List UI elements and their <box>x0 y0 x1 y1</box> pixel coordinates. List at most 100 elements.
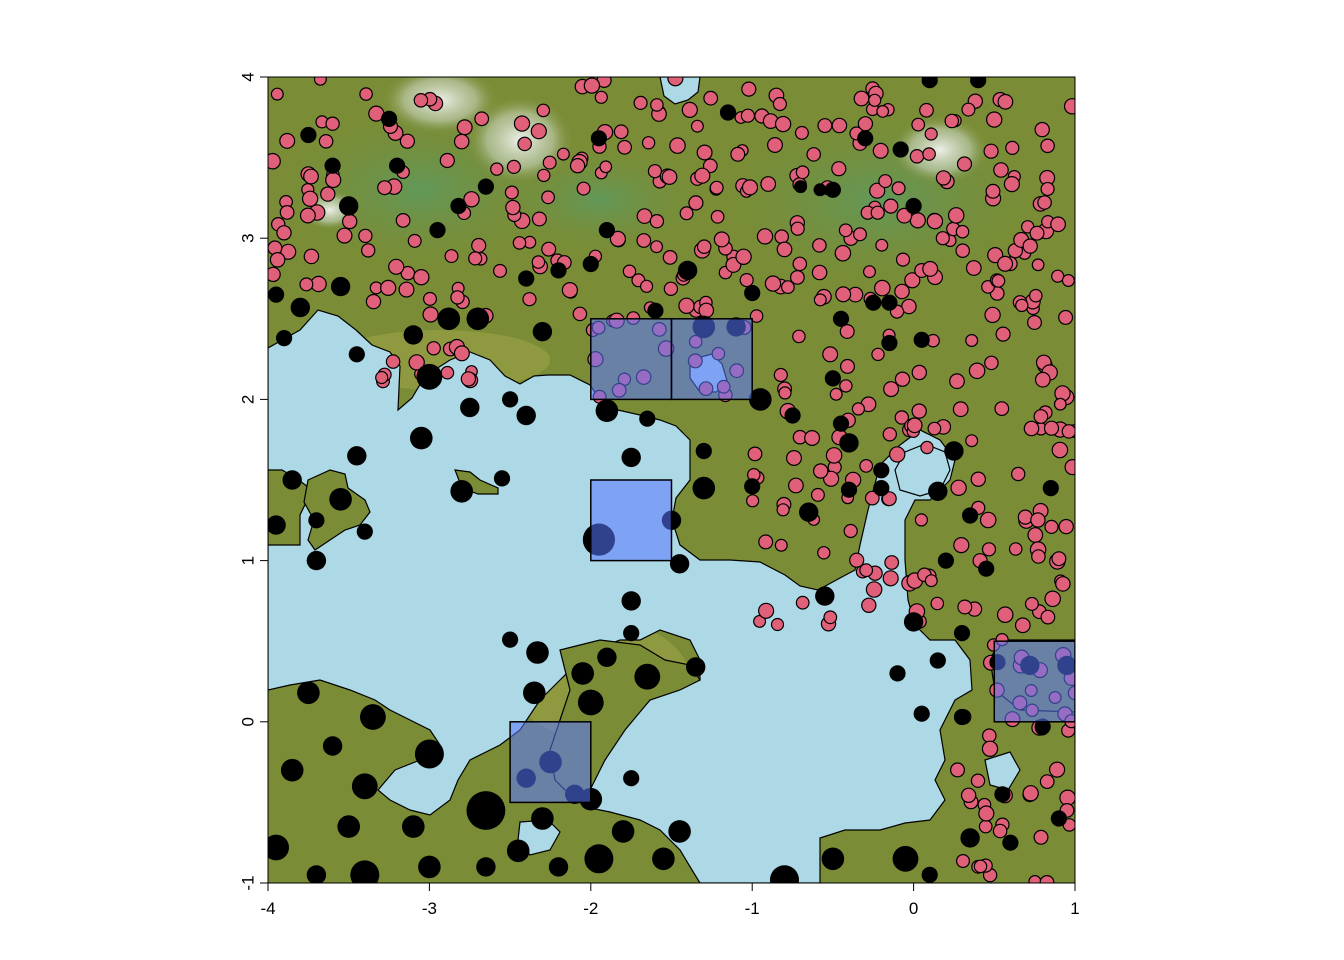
red-point <box>1061 424 1075 439</box>
black-point <box>590 130 608 147</box>
black-point <box>450 480 474 503</box>
black-point <box>621 447 641 468</box>
black-point <box>832 415 850 432</box>
red-point <box>965 434 979 448</box>
red-point <box>650 240 664 254</box>
red-point <box>1005 140 1020 155</box>
red-point <box>992 823 1008 839</box>
red-point <box>851 402 866 416</box>
red-point <box>688 195 704 211</box>
red-point <box>1055 576 1071 592</box>
red-point <box>1022 238 1038 254</box>
black-point <box>577 689 604 716</box>
red-point <box>883 381 900 398</box>
red-point <box>1011 466 1026 482</box>
red-point <box>522 292 537 307</box>
red-point <box>993 162 1009 178</box>
red-point <box>1022 785 1039 802</box>
black-point <box>669 554 690 574</box>
red-point <box>1030 512 1046 528</box>
black-point <box>502 631 519 648</box>
black-point <box>532 322 553 342</box>
black-point <box>416 363 443 390</box>
red-point <box>460 371 477 387</box>
red-point <box>741 81 757 97</box>
red-point <box>745 494 760 508</box>
black-point <box>347 446 367 466</box>
red-point <box>776 503 790 517</box>
query-box <box>509 721 592 804</box>
red-point <box>795 165 810 180</box>
x-tick-label: 0 <box>909 899 918 918</box>
red-point <box>831 117 848 134</box>
red-point <box>859 459 874 473</box>
black-point <box>770 865 799 883</box>
black-point <box>692 476 716 500</box>
black-point <box>306 865 327 883</box>
red-point <box>504 185 519 200</box>
query-boxes-layer <box>509 318 1075 804</box>
black-point <box>414 739 444 769</box>
red-point <box>669 137 686 154</box>
red-point <box>303 168 319 185</box>
red-point <box>561 282 579 299</box>
red-point <box>710 209 725 224</box>
black-point <box>889 665 906 682</box>
black-point <box>548 857 569 877</box>
black-point <box>639 410 656 427</box>
red-point <box>949 373 965 390</box>
black-point <box>839 433 859 453</box>
red-point <box>760 176 777 192</box>
red-point <box>970 471 987 487</box>
red-point <box>408 354 425 371</box>
red-point <box>973 859 988 874</box>
red-point <box>650 98 664 112</box>
red-point <box>961 102 976 117</box>
red-point <box>303 248 320 265</box>
red-point <box>835 286 852 303</box>
red-point <box>531 255 546 269</box>
black-point <box>821 847 845 871</box>
red-point <box>817 118 833 134</box>
red-point <box>813 293 827 307</box>
red-point <box>747 446 763 462</box>
red-point <box>696 239 712 254</box>
red-point <box>463 191 480 208</box>
red-point <box>930 596 945 611</box>
red-point <box>639 279 654 293</box>
red-point <box>662 249 678 265</box>
red-point <box>541 190 555 205</box>
black-point <box>621 591 641 611</box>
red-point <box>1033 829 1049 845</box>
black-point <box>749 388 772 411</box>
red-point <box>530 123 547 140</box>
black-point <box>815 586 835 606</box>
red-point <box>444 249 459 264</box>
red-point <box>617 139 632 155</box>
red-point <box>1040 138 1055 154</box>
black-point <box>410 426 433 450</box>
red-point <box>318 134 334 149</box>
black-point <box>268 834 289 861</box>
red-point <box>440 365 455 380</box>
red-point <box>1037 195 1052 210</box>
red-point <box>739 273 754 288</box>
red-point <box>756 228 774 245</box>
red-point <box>882 570 899 587</box>
black-point <box>268 286 285 303</box>
red-point <box>1058 309 1074 325</box>
black-point <box>571 662 594 685</box>
red-point <box>772 96 788 112</box>
red-point <box>713 231 730 248</box>
y-tick-label: -1 <box>239 875 258 890</box>
red-point <box>813 463 829 479</box>
red-point <box>823 610 838 625</box>
black-point <box>865 294 882 311</box>
red-point <box>891 181 906 196</box>
red-point <box>953 536 970 554</box>
black-point <box>953 708 971 726</box>
red-point <box>709 180 724 195</box>
red-point <box>542 155 557 170</box>
red-point <box>774 229 789 244</box>
red-point <box>299 277 314 292</box>
